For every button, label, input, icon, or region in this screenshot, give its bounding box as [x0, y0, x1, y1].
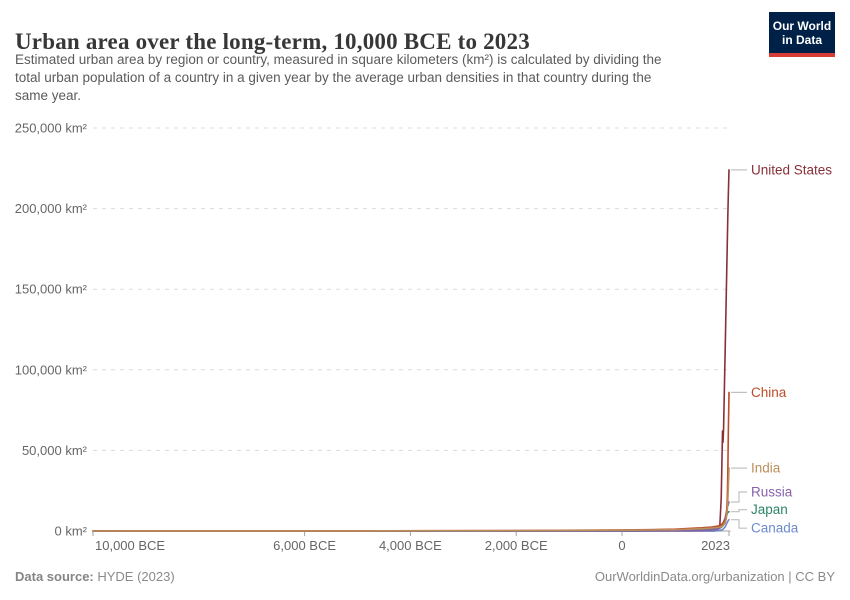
data-source-note: Data source: HYDE (2023)	[15, 569, 175, 584]
chart-subtitle: Estimated urban area by region or countr…	[15, 51, 755, 105]
y-axis-tick-label: 50,000 km²	[22, 443, 88, 458]
data-source-label: Data source:	[15, 569, 94, 584]
y-axis-tick-label: 100,000 km²	[15, 362, 88, 377]
subtitle-line: total urban population of a country in a…	[15, 70, 652, 85]
y-axis-tick-label: 0 km²	[55, 524, 88, 539]
x-axis-tick-label: 4,000 BCE	[379, 538, 442, 553]
chart-footer: Data source: HYDE (2023) OurWorldinData.…	[0, 567, 850, 591]
series-label-russia[interactable]: Russia	[751, 484, 793, 499]
series-label-india[interactable]: India	[751, 461, 781, 476]
y-axis-tick-label: 150,000 km²	[15, 282, 88, 297]
chart-title: Urban area over the long-term, 10,000 BC…	[15, 29, 530, 55]
series-line-russia[interactable]	[92, 501, 730, 532]
series-label-canada[interactable]: Canada	[751, 521, 799, 536]
x-axis-tick-label: 2,000 BCE	[485, 538, 548, 553]
label-connector-russia	[731, 491, 747, 503]
logo-text-line1: Our World	[772, 18, 832, 33]
series-line-canada[interactable]	[92, 518, 730, 532]
license-note[interactable]: OurWorldinData.org/urbanization | CC BY	[594, 569, 835, 584]
series-label-united-states[interactable]: United States	[751, 162, 832, 177]
series-label-china[interactable]: China	[751, 385, 787, 400]
series-label-japan[interactable]: Japan	[751, 502, 788, 517]
subtitle-line: Estimated urban area by region or countr…	[15, 52, 662, 67]
x-axis-tick-label: 6,000 BCE	[273, 538, 336, 553]
series-line-india[interactable]	[92, 467, 730, 532]
subtitle-line: same year.	[15, 88, 82, 103]
label-connector-canada	[731, 519, 747, 529]
label-connector-japan	[731, 509, 747, 513]
x-axis-tick-label: 10,000 BCE	[95, 538, 165, 553]
data-source-value: HYDE (2023)	[93, 569, 175, 584]
series-line-japan[interactable]	[92, 510, 730, 532]
series-line-united-states[interactable]	[92, 169, 730, 532]
x-axis-tick-label: 2023	[701, 538, 730, 553]
owid-logo[interactable]: Our World in Data	[769, 12, 835, 57]
y-axis-tick-label: 250,000 km²	[15, 121, 88, 136]
logo-text-line2: in Data	[781, 32, 822, 47]
y-axis-tick-label: 200,000 km²	[15, 201, 88, 216]
x-axis-tick-label: 0	[618, 538, 625, 553]
series-line-china[interactable]	[92, 391, 730, 532]
